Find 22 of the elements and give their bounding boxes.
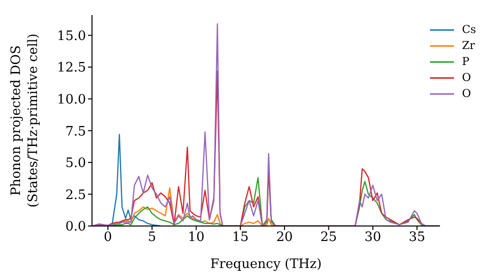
x-tick-label: 30 [364, 230, 382, 246]
y-tick-label: 12.5 [57, 60, 86, 76]
y-tick-label: 15.0 [57, 28, 86, 44]
legend-label: Cs [462, 22, 476, 38]
y-tick-label: 0.0 [65, 220, 86, 235]
x-tick-label: 15 [232, 230, 249, 246]
y-axis-title: Phonon projected DOS (States/THz·primitive cell) [9, 33, 41, 208]
legend-label: O [462, 70, 471, 86]
y-tick-label: 5.0 [65, 156, 86, 172]
y-tick-label: 10.0 [57, 92, 86, 108]
x-tick-label: 25 [320, 230, 337, 246]
y-tick-label: 2.5 [65, 188, 86, 203]
x-tick-label: 0 [104, 230, 112, 246]
x-tick-label: 10 [188, 230, 204, 246]
legend-label: Zr [462, 38, 475, 54]
y-tick-label: 7.5 [65, 124, 86, 140]
x-tick-label: 20 [276, 230, 293, 246]
x-axis-title: Frequency (THz) [210, 257, 322, 272]
legend-label: O [462, 86, 471, 102]
x-tick-label: 35 [408, 230, 426, 246]
legend-label: P [462, 54, 470, 70]
x-tick-label: 5 [148, 230, 156, 246]
